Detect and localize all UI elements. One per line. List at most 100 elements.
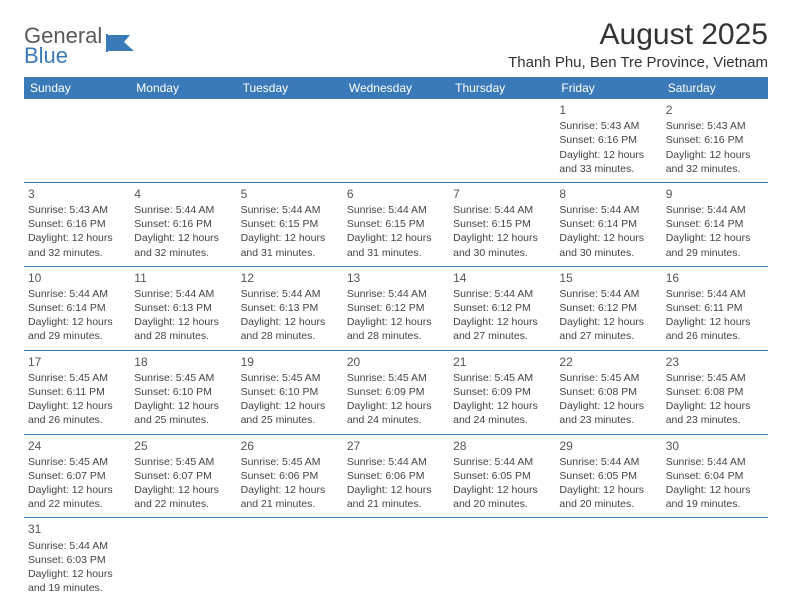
- day-info-line: Sunset: 6:06 PM: [241, 469, 339, 483]
- day-info-line: and 21 minutes.: [241, 497, 339, 511]
- day-cell: 10Sunrise: 5:44 AMSunset: 6:14 PMDayligh…: [24, 266, 130, 350]
- day-cell: [449, 99, 555, 182]
- day-info-line: Sunrise: 5:45 AM: [559, 371, 657, 385]
- day-info-line: Sunrise: 5:44 AM: [241, 203, 339, 217]
- day-info-line: Sunset: 6:13 PM: [134, 301, 232, 315]
- day-info-line: and 29 minutes.: [28, 329, 126, 343]
- logo: General Blue: [24, 26, 136, 66]
- day-cell: 25Sunrise: 5:45 AMSunset: 6:07 PMDayligh…: [130, 434, 236, 518]
- day-cell: 12Sunrise: 5:44 AMSunset: 6:13 PMDayligh…: [237, 266, 343, 350]
- week-row: 31Sunrise: 5:44 AMSunset: 6:03 PMDayligh…: [24, 518, 768, 601]
- day-info-line: and 26 minutes.: [666, 329, 764, 343]
- day-number: 23: [666, 354, 764, 370]
- day-info-line: Sunset: 6:16 PM: [28, 217, 126, 231]
- day-info-line: and 24 minutes.: [453, 413, 551, 427]
- calendar-table: SundayMondayTuesdayWednesdayThursdayFrid…: [24, 77, 768, 601]
- day-info-line: Daylight: 12 hours: [347, 399, 445, 413]
- day-info-line: Daylight: 12 hours: [134, 315, 232, 329]
- day-info-line: Sunrise: 5:43 AM: [559, 119, 657, 133]
- day-info-line: Sunset: 6:12 PM: [453, 301, 551, 315]
- day-cell: 6Sunrise: 5:44 AMSunset: 6:15 PMDaylight…: [343, 182, 449, 266]
- day-info-line: and 32 minutes.: [134, 246, 232, 260]
- day-info-line: Sunset: 6:09 PM: [347, 385, 445, 399]
- day-info-line: Daylight: 12 hours: [241, 315, 339, 329]
- day-info-line: and 30 minutes.: [559, 246, 657, 260]
- day-info-line: Daylight: 12 hours: [559, 231, 657, 245]
- day-info-line: Sunset: 6:12 PM: [347, 301, 445, 315]
- day-info-line: and 19 minutes.: [28, 581, 126, 595]
- day-info-line: Sunset: 6:11 PM: [666, 301, 764, 315]
- day-info-line: Sunrise: 5:45 AM: [241, 455, 339, 469]
- day-number: 11: [134, 270, 232, 286]
- day-number: 26: [241, 438, 339, 454]
- day-info-line: Sunrise: 5:43 AM: [28, 203, 126, 217]
- week-row: 10Sunrise: 5:44 AMSunset: 6:14 PMDayligh…: [24, 266, 768, 350]
- title-block: August 2025 Thanh Phu, Ben Tre Province,…: [508, 18, 768, 71]
- day-info-line: Sunrise: 5:45 AM: [28, 371, 126, 385]
- day-info-line: and 27 minutes.: [559, 329, 657, 343]
- day-cell: 18Sunrise: 5:45 AMSunset: 6:10 PMDayligh…: [130, 350, 236, 434]
- day-info-line: Sunset: 6:16 PM: [559, 133, 657, 147]
- day-info-line: and 32 minutes.: [28, 246, 126, 260]
- day-info-line: Sunrise: 5:44 AM: [28, 287, 126, 301]
- day-info-line: and 20 minutes.: [559, 497, 657, 511]
- day-info-line: Daylight: 12 hours: [666, 148, 764, 162]
- day-info-line: and 32 minutes.: [666, 162, 764, 176]
- day-info-line: Daylight: 12 hours: [559, 315, 657, 329]
- day-info-line: Sunset: 6:03 PM: [28, 553, 126, 567]
- day-number: 28: [453, 438, 551, 454]
- day-info-line: and 27 minutes.: [453, 329, 551, 343]
- day-info-line: Daylight: 12 hours: [28, 315, 126, 329]
- day-info-line: Sunrise: 5:44 AM: [453, 203, 551, 217]
- day-number: 22: [559, 354, 657, 370]
- day-cell: 16Sunrise: 5:44 AMSunset: 6:11 PMDayligh…: [662, 266, 768, 350]
- day-info-line: Daylight: 12 hours: [134, 231, 232, 245]
- day-header-row: SundayMondayTuesdayWednesdayThursdayFrid…: [24, 77, 768, 99]
- day-info-line: Sunrise: 5:44 AM: [28, 539, 126, 553]
- day-number: 5: [241, 186, 339, 202]
- day-cell: 17Sunrise: 5:45 AMSunset: 6:11 PMDayligh…: [24, 350, 130, 434]
- day-cell: 15Sunrise: 5:44 AMSunset: 6:12 PMDayligh…: [555, 266, 661, 350]
- day-info-line: Daylight: 12 hours: [28, 231, 126, 245]
- day-cell: 13Sunrise: 5:44 AMSunset: 6:12 PMDayligh…: [343, 266, 449, 350]
- day-info-line: and 29 minutes.: [666, 246, 764, 260]
- day-number: 27: [347, 438, 445, 454]
- day-cell: [449, 518, 555, 601]
- day-cell: [237, 518, 343, 601]
- day-cell: 20Sunrise: 5:45 AMSunset: 6:09 PMDayligh…: [343, 350, 449, 434]
- day-number: 29: [559, 438, 657, 454]
- day-info-line: Sunset: 6:05 PM: [453, 469, 551, 483]
- day-info-line: Daylight: 12 hours: [559, 399, 657, 413]
- day-header: Sunday: [24, 77, 130, 99]
- day-info-line: Sunset: 6:16 PM: [134, 217, 232, 231]
- day-info-line: Sunset: 6:16 PM: [666, 133, 764, 147]
- day-info-line: Sunrise: 5:44 AM: [134, 287, 232, 301]
- day-info-line: and 28 minutes.: [347, 329, 445, 343]
- day-info-line: and 19 minutes.: [666, 497, 764, 511]
- day-header: Thursday: [449, 77, 555, 99]
- day-info-line: Daylight: 12 hours: [453, 483, 551, 497]
- day-number: 20: [347, 354, 445, 370]
- day-info-line: Sunrise: 5:44 AM: [666, 287, 764, 301]
- day-info-line: Daylight: 12 hours: [453, 231, 551, 245]
- day-info-line: Daylight: 12 hours: [559, 148, 657, 162]
- day-cell: 30Sunrise: 5:44 AMSunset: 6:04 PMDayligh…: [662, 434, 768, 518]
- day-info-line: and 33 minutes.: [559, 162, 657, 176]
- day-info-line: Daylight: 12 hours: [241, 231, 339, 245]
- day-header: Monday: [130, 77, 236, 99]
- day-info-line: and 26 minutes.: [28, 413, 126, 427]
- day-cell: 4Sunrise: 5:44 AMSunset: 6:16 PMDaylight…: [130, 182, 236, 266]
- day-number: 13: [347, 270, 445, 286]
- day-info-line: Daylight: 12 hours: [134, 483, 232, 497]
- day-cell: [237, 99, 343, 182]
- day-number: 30: [666, 438, 764, 454]
- day-cell: 27Sunrise: 5:44 AMSunset: 6:06 PMDayligh…: [343, 434, 449, 518]
- day-info-line: Sunset: 6:15 PM: [347, 217, 445, 231]
- day-info-line: Sunset: 6:07 PM: [28, 469, 126, 483]
- day-number: 16: [666, 270, 764, 286]
- day-cell: [130, 518, 236, 601]
- week-row: 17Sunrise: 5:45 AMSunset: 6:11 PMDayligh…: [24, 350, 768, 434]
- day-info-line: and 20 minutes.: [453, 497, 551, 511]
- day-info-line: Sunrise: 5:44 AM: [453, 287, 551, 301]
- location: Thanh Phu, Ben Tre Province, Vietnam: [508, 54, 768, 71]
